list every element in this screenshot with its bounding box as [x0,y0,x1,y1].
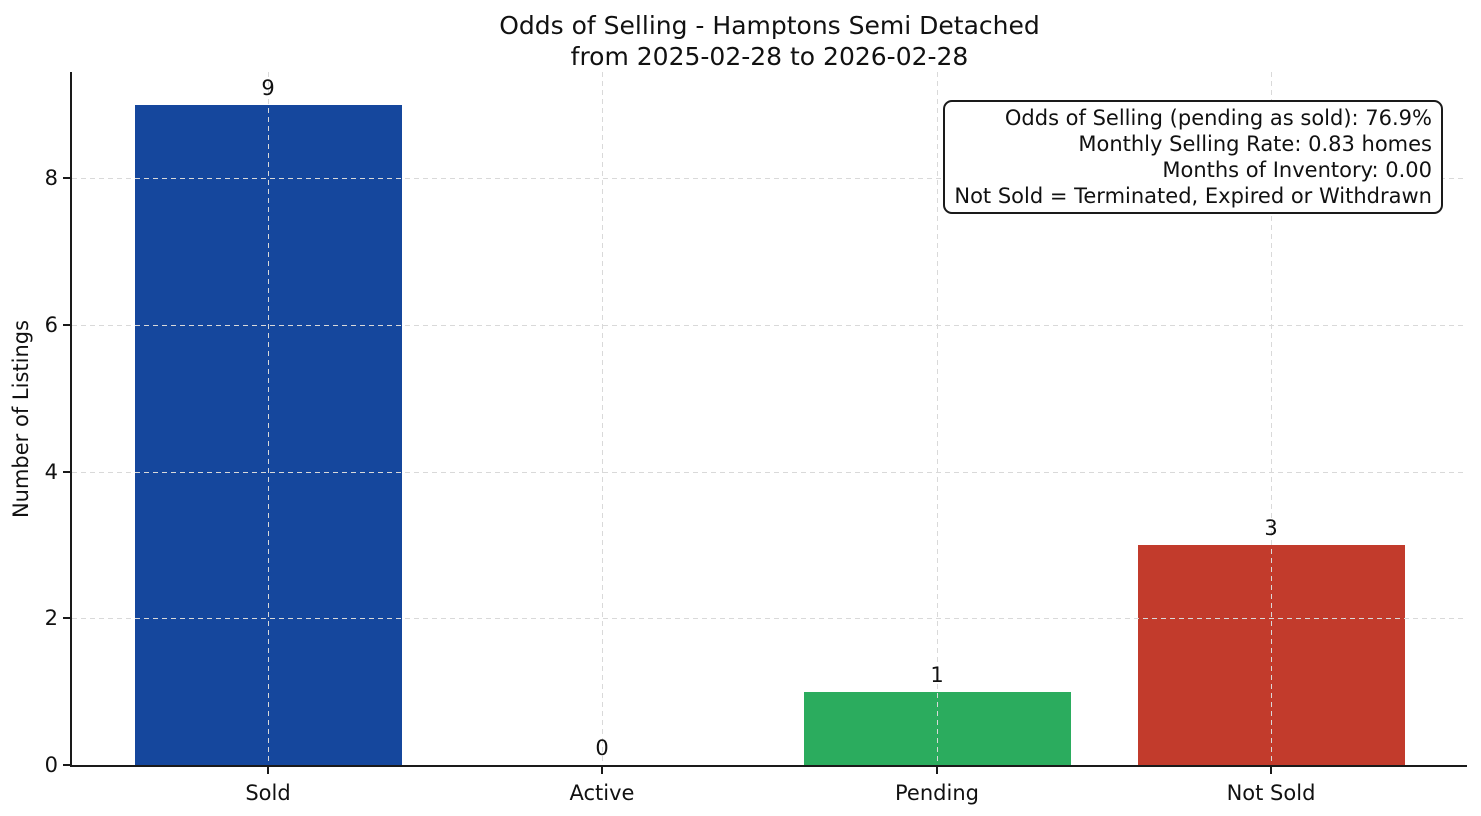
x-tick-not-sold [1270,767,1272,774]
annotation-line-monthly-rate: Monthly Selling Rate: 0.83 homes [1078,132,1432,156]
chart-title: Odds of Selling - Hamptons Semi Detached… [72,10,1467,72]
gridline-v-pending [937,72,938,765]
bar-value-label-active: 0 [595,736,609,760]
x-tick-active [601,767,603,774]
x-tick-label-active: Active [569,781,635,805]
plot-area: 0 2 4 6 8 Sold Active Pending Not Sold 9 0 1 3 [45,72,1467,805]
y-tick-8 [63,177,70,179]
y-tick-2 [63,617,70,619]
gridline-v-active [602,72,603,765]
gridline-h-4 [72,472,1467,473]
x-tick-sold [267,767,269,774]
x-tick-label-not-sold: Not Sold [1226,781,1316,805]
gridline-v-not-sold [1271,72,1272,765]
bar-value-label-sold: 9 [261,76,275,100]
y-tick-label-6: 6 [44,313,58,337]
annotation-line-not-sold-def: Not Sold = Terminated, Expired or Withdr… [954,184,1432,208]
gridline-h-2 [72,618,1467,619]
gridline-h-6 [72,325,1467,326]
annotation-line-months-inventory: Months of Inventory: 0.00 [1162,158,1432,182]
y-tick-4 [63,471,70,473]
bar-value-label-pending: 1 [930,663,944,687]
annotation-line-odds: Odds of Selling (pending as sold): 76.9% [1004,106,1432,130]
bar-value-label-not-sold: 3 [1264,516,1278,540]
x-tick-pending [936,767,938,774]
annotation-box: Odds of Selling (pending as sold): 76.9%… [943,100,1443,214]
y-tick-label-0: 0 [44,753,58,777]
gridline-v-sold [268,72,269,765]
x-tick-label-pending: Pending [895,781,979,805]
chart-title-line2: from 2025-02-28 to 2026-02-28 [570,42,969,71]
chart-title-line1: Odds of Selling - Hamptons Semi Detached [499,11,1040,40]
gridline-h-8 [72,178,1467,179]
y-tick-label-8: 8 [44,166,58,190]
x-tick-label-sold: Sold [245,781,291,805]
y-axis-label-text: Number of Listings [9,319,34,518]
y-tick-label-2: 2 [44,606,58,630]
y-tick-6 [63,324,70,326]
y-tick-0 [63,764,70,766]
y-tick-label-4: 4 [44,460,58,484]
